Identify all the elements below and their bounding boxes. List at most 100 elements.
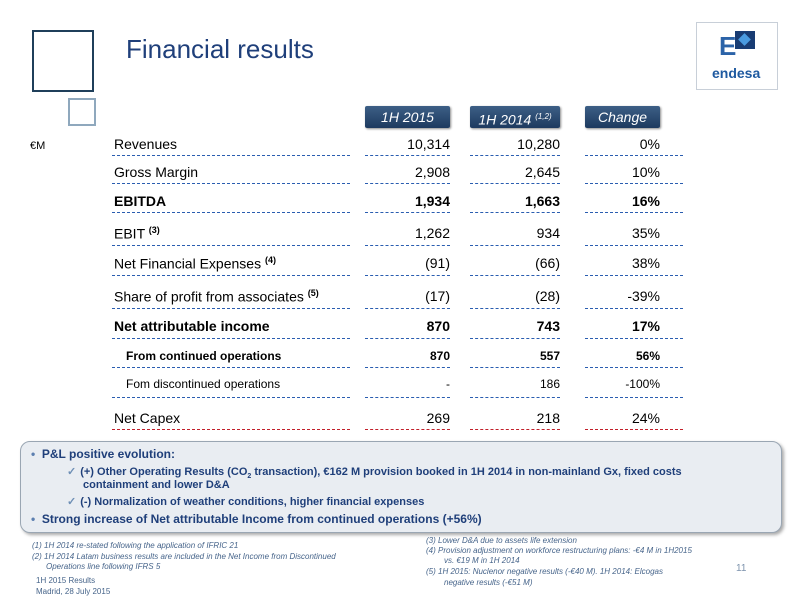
value-1h2014: (66) [535,255,560,271]
value-1h2014: 1,663 [524,193,560,209]
row-divider [112,155,350,156]
value-change: 17% [631,318,660,334]
row-divider [112,367,350,368]
row-label: Revenues [114,136,178,152]
row-divider [365,183,450,184]
value-change: 38% [631,255,660,271]
row-divider [112,183,350,184]
row-divider [470,308,560,309]
row-divider [470,397,560,398]
summary-subpoint-1-cont: containment and lower D&A [83,479,230,491]
column-header-1h2014: 1H 2014 (1,2) [470,106,560,128]
value-1h2014: 557 [539,349,560,363]
row-divider [470,367,560,368]
value-1h2015: 1,934 [414,193,450,209]
footnote-5-cont: negative results (-€51 M) [444,578,533,587]
row-divider [365,155,450,156]
row-divider [470,155,560,156]
footer-title: 1H 2015 Results [36,576,96,585]
value-change: -100% [625,377,660,391]
value-change: 16% [631,193,660,209]
decorative-square [32,30,94,92]
value-change: -39% [627,288,660,304]
value-1h2014: 2,645 [524,164,560,180]
value-1h2015: - [446,377,450,391]
row-label: Gross Margin [114,164,199,180]
row-divider [365,397,450,398]
footnote-4: (4) Provision adjustment on workforce re… [426,546,692,555]
summary-box: • P&L positive evolution: ✓ (+) Other Ope… [20,441,782,533]
row-divider [365,308,450,309]
row-divider [470,429,560,430]
value-change: 24% [631,410,660,426]
page-title: Financial results [126,34,314,64]
row-label: Net Financial Expenses (4) [114,255,276,272]
footnote-5: (5) 1H 2015: Nuclenor negative results (… [426,567,664,576]
row-divider [365,245,450,246]
summary-subpoint-1: ✓ (+) Other Operating Results (CO2 transa… [67,466,682,481]
value-1h2015: 10,314 [407,136,450,152]
row-divider [585,367,683,368]
logo-mark: E [719,31,737,61]
check-icon: ✓ [67,496,77,508]
row-divider [365,275,450,276]
value-1h2015: 2,908 [414,164,450,180]
row-divider [365,367,450,368]
row-label: Share of profit from associates (5) [114,288,319,305]
column-header-change: Change [585,106,660,128]
row-label: Net Capex [114,410,181,426]
footnote-4-cont: vs. €19 M in 1H 2014 [444,556,520,565]
summary-bullet-1: • P&L positive evolution: [31,447,175,461]
value-1h2014: (28) [535,288,560,304]
footnote-1: (1) 1H 2014 re-stated following the appl… [32,541,239,550]
row-divider [470,338,560,339]
row-divider [112,275,350,276]
value-1h2015: 269 [426,410,450,426]
row-divider [585,308,683,309]
check-icon: ✓ [67,466,77,478]
decorative-small-square [68,98,96,126]
endesa-logo: E endesa [696,22,778,90]
row-divider [470,212,560,213]
row-divider [365,212,450,213]
row-label: EBIT (3) [114,225,160,242]
row-label: EBITDA [114,193,167,209]
value-1h2015: 1,262 [414,225,450,241]
row-divider [470,183,560,184]
row-divider [585,183,683,184]
footnote-2-cont: Operations line following IFRS 5 [46,562,161,571]
value-1h2015: (91) [425,255,450,271]
value-1h2015: (17) [425,288,450,304]
logo-star-icon [735,31,755,49]
row-divider [585,212,683,213]
footnote-2: (2) 1H 2014 Latam business results are i… [32,552,336,561]
value-1h2014: 934 [536,225,560,241]
footnote-3: (3) Lower D&A due to assets life extensi… [426,536,577,545]
row-divider [585,155,683,156]
row-divider [112,212,350,213]
row-label: Net attributable income [114,318,270,334]
value-1h2014: 10,280 [517,136,560,152]
row-divider [112,397,350,398]
value-change: 35% [631,225,660,241]
summary-bullet-2: • Strong increase of Net attributable In… [31,512,482,526]
footer-date: Madrid, 28 July 2015 [36,587,111,596]
value-change: 56% [635,349,660,363]
row-divider [585,275,683,276]
row-divider [365,429,450,430]
row-divider [585,245,683,246]
row-label: Fom discontinued operations [126,377,281,391]
unit-label: €M [30,140,46,152]
row-divider [470,245,560,246]
row-divider [470,275,560,276]
value-1h2014: 186 [539,377,560,391]
row-divider [112,308,350,309]
row-divider [585,338,683,339]
value-1h2015: 870 [429,349,450,363]
row-divider [585,429,683,430]
row-divider [112,338,350,339]
value-1h2014: 218 [536,410,560,426]
value-change: 10% [631,164,660,180]
value-1h2014: 743 [536,318,560,334]
logo-wordmark: endesa [712,65,761,81]
